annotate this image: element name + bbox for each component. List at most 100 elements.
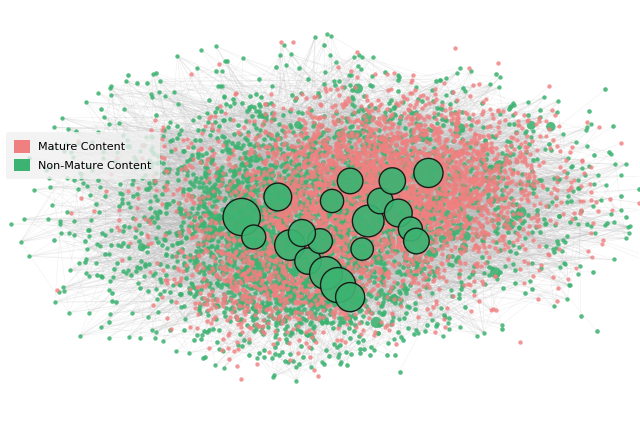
Point: [264, 142, 275, 149]
Point: [360, 262, 371, 268]
Point: [173, 229, 184, 235]
Point: [319, 176, 330, 182]
Point: [182, 135, 192, 142]
Point: [508, 169, 518, 176]
Point: [502, 174, 512, 181]
Point: [493, 151, 503, 158]
Point: [363, 127, 373, 134]
Point: [236, 280, 246, 287]
Point: [223, 273, 233, 280]
Point: [200, 232, 211, 238]
Point: [376, 222, 387, 228]
Point: [417, 184, 428, 191]
Point: [248, 191, 258, 198]
Point: [239, 336, 249, 343]
Point: [492, 216, 502, 223]
Point: [367, 176, 377, 182]
Point: [471, 186, 481, 193]
Point: [308, 281, 319, 287]
Point: [123, 243, 133, 249]
Point: [480, 230, 490, 237]
Point: [371, 250, 381, 257]
Point: [239, 189, 249, 195]
Point: [360, 188, 371, 195]
Point: [364, 307, 374, 314]
Point: [379, 151, 389, 158]
Point: [460, 303, 470, 310]
Point: [221, 243, 232, 250]
Point: [374, 141, 384, 147]
Point: [274, 294, 284, 300]
Point: [479, 156, 489, 163]
Point: [296, 316, 306, 322]
Point: [132, 194, 143, 201]
Point: [364, 167, 374, 174]
Point: [346, 320, 356, 327]
Point: [303, 153, 313, 160]
Point: [581, 221, 591, 227]
Point: [302, 287, 312, 293]
Point: [292, 227, 303, 233]
Point: [301, 241, 311, 247]
Point: [332, 151, 342, 158]
Point: [150, 179, 160, 186]
Point: [148, 71, 158, 78]
Point: [208, 252, 218, 259]
Point: [435, 136, 445, 143]
Point: [467, 271, 477, 278]
Point: [254, 271, 264, 277]
Point: [353, 225, 363, 232]
Point: [303, 248, 314, 255]
Point: [362, 149, 372, 155]
Point: [156, 154, 166, 161]
Point: [324, 249, 335, 255]
Point: [286, 195, 296, 202]
Point: [302, 309, 312, 316]
Point: [406, 216, 416, 222]
Point: [150, 270, 160, 277]
Point: [223, 206, 233, 212]
Point: [159, 235, 170, 242]
Point: [230, 183, 241, 190]
Point: [281, 246, 291, 253]
Point: [424, 160, 435, 167]
Point: [329, 225, 339, 231]
Point: [360, 195, 371, 202]
Point: [369, 160, 380, 167]
Point: [331, 190, 341, 197]
Point: [277, 228, 287, 235]
Point: [522, 144, 532, 151]
Point: [412, 174, 422, 181]
Point: [450, 177, 460, 184]
Point: [358, 222, 368, 228]
Point: [376, 278, 386, 285]
Point: [429, 135, 440, 142]
Point: [378, 116, 388, 122]
Point: [314, 168, 324, 175]
Point: [232, 234, 243, 241]
Point: [307, 246, 317, 252]
Point: [250, 172, 260, 179]
Point: [308, 293, 319, 300]
Point: [257, 246, 267, 253]
Point: [270, 140, 280, 147]
Point: [315, 204, 325, 211]
Point: [287, 192, 297, 199]
Point: [296, 220, 307, 227]
Point: [457, 169, 467, 176]
Point: [328, 153, 338, 160]
Point: [266, 222, 276, 229]
Point: [241, 229, 252, 235]
Point: [113, 227, 124, 233]
Point: [275, 213, 285, 219]
Point: [456, 234, 466, 241]
Point: [376, 162, 387, 169]
Point: [153, 223, 163, 230]
Point: [330, 256, 340, 263]
Point: [293, 266, 303, 273]
Point: [411, 133, 421, 140]
Point: [404, 187, 414, 193]
Point: [471, 214, 481, 221]
Point: [266, 196, 276, 203]
Point: [332, 117, 342, 124]
